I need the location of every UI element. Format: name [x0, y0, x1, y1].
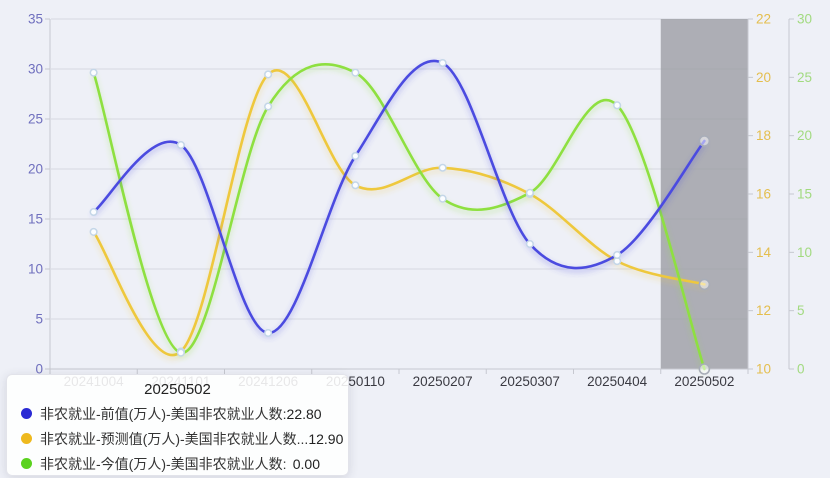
y-axis-left-tick-label: 20: [28, 162, 43, 177]
data-point-marker[interactable]: [264, 328, 273, 338]
series-line[interactable]: [92, 69, 706, 357]
data-point-marker[interactable]: [351, 68, 360, 77]
tooltip-series-label: 非农就业-今值(万人)-美国非农就业人数:: [40, 455, 287, 472]
y-axis-left-tick-label: 30: [28, 62, 43, 77]
series-dot-icon: [21, 458, 32, 469]
y-axis-green-tick-label: 20: [797, 128, 812, 143]
y-axis-green-tick-label: 15: [797, 187, 812, 202]
y-axis-green-tick-label: 10: [797, 245, 812, 260]
data-point-marker[interactable]: [698, 135, 711, 147]
y-axis-orange-tick-label: 12: [756, 303, 771, 318]
data-point-marker[interactable]: [176, 140, 185, 150]
data-point-marker[interactable]: [89, 207, 98, 217]
y-axis-orange-tick-label: 16: [756, 187, 771, 202]
data-point-marker[interactable]: [176, 348, 185, 357]
data-point-marker[interactable]: [698, 363, 711, 375]
data-point-marker[interactable]: [351, 181, 360, 190]
tooltip-date-title: 20250502: [144, 381, 211, 398]
y-axis-left-tick-label: 15: [28, 212, 43, 227]
chart-tooltip: 20250502 非农就业-前值(万人)-美国非农就业人数: 22.80 非农就…: [6, 374, 349, 476]
y-axis-green-tick-label: 5: [797, 303, 805, 318]
data-point-marker[interactable]: [438, 163, 447, 172]
tooltip-series-value: 0.00: [292, 455, 320, 472]
data-point-marker[interactable]: [613, 101, 622, 110]
series-line[interactable]: [92, 59, 706, 335]
y-axis-green-tick-label: 25: [797, 70, 812, 85]
data-point-marker[interactable]: [698, 278, 711, 291]
data-point-marker[interactable]: [613, 250, 622, 260]
data-point-marker[interactable]: [438, 194, 447, 203]
y-axis-orange-tick-label: 14: [756, 245, 772, 260]
tooltip-row-previous-value: 非农就业-前值(万人)-美国非农就业人数: 22.80: [7, 401, 348, 426]
data-point-marker[interactable]: [264, 70, 273, 79]
data-point-marker[interactable]: [438, 58, 447, 68]
y-axis-left-tick-label: 25: [28, 112, 43, 127]
y-axis-green-tick-label: 0: [797, 362, 805, 377]
data-point-marker[interactable]: [89, 227, 98, 236]
data-point-marker[interactable]: [525, 239, 534, 249]
tooltip-series-label: 非农就业-前值(万人)-美国非农就业人数:: [40, 405, 287, 422]
y-axis-orange-tick-label: 10: [756, 362, 771, 377]
y-axis-left-tick-label: 0: [35, 362, 43, 377]
tooltip-series-label: 非农就业-预测值(万人)-美国非农就业人数...: [40, 430, 309, 447]
y-axis-orange-tick-label: 22: [756, 12, 771, 27]
data-point-marker[interactable]: [89, 68, 98, 77]
tooltip-series-value: 22.80: [286, 405, 322, 422]
highlight-band: [660, 19, 748, 369]
data-point-marker[interactable]: [525, 188, 534, 197]
x-axis-label: 20250502: [674, 374, 734, 389]
y-axis-orange-tick-label: 20: [756, 70, 771, 85]
y-axis-left-tick-label: 35: [28, 12, 43, 27]
tooltip-row-forecast-value: 非农就业-预测值(万人)-美国非农就业人数... 12.90: [7, 426, 348, 451]
x-axis-label: 20250404: [587, 374, 648, 389]
x-axis-label: 20250207: [413, 374, 473, 389]
series-dot-icon: [21, 433, 32, 444]
y-axis-orange-tick-label: 18: [756, 128, 771, 143]
data-point-marker[interactable]: [264, 102, 273, 111]
y-axis-green-tick-label: 30: [797, 12, 812, 27]
y-axis-left-tick-label: 10: [28, 262, 43, 277]
tooltip-series-value: 12.90: [308, 430, 344, 447]
x-axis-label: 20250307: [500, 374, 560, 389]
data-point-marker[interactable]: [351, 151, 360, 161]
tooltip-row-current-value: 非农就业-今值(万人)-美国非农就业人数: 0.00: [7, 451, 348, 476]
series-dot-icon: [21, 408, 32, 419]
series-line[interactable]: [92, 62, 706, 371]
y-axis-left-tick-label: 5: [35, 312, 43, 327]
